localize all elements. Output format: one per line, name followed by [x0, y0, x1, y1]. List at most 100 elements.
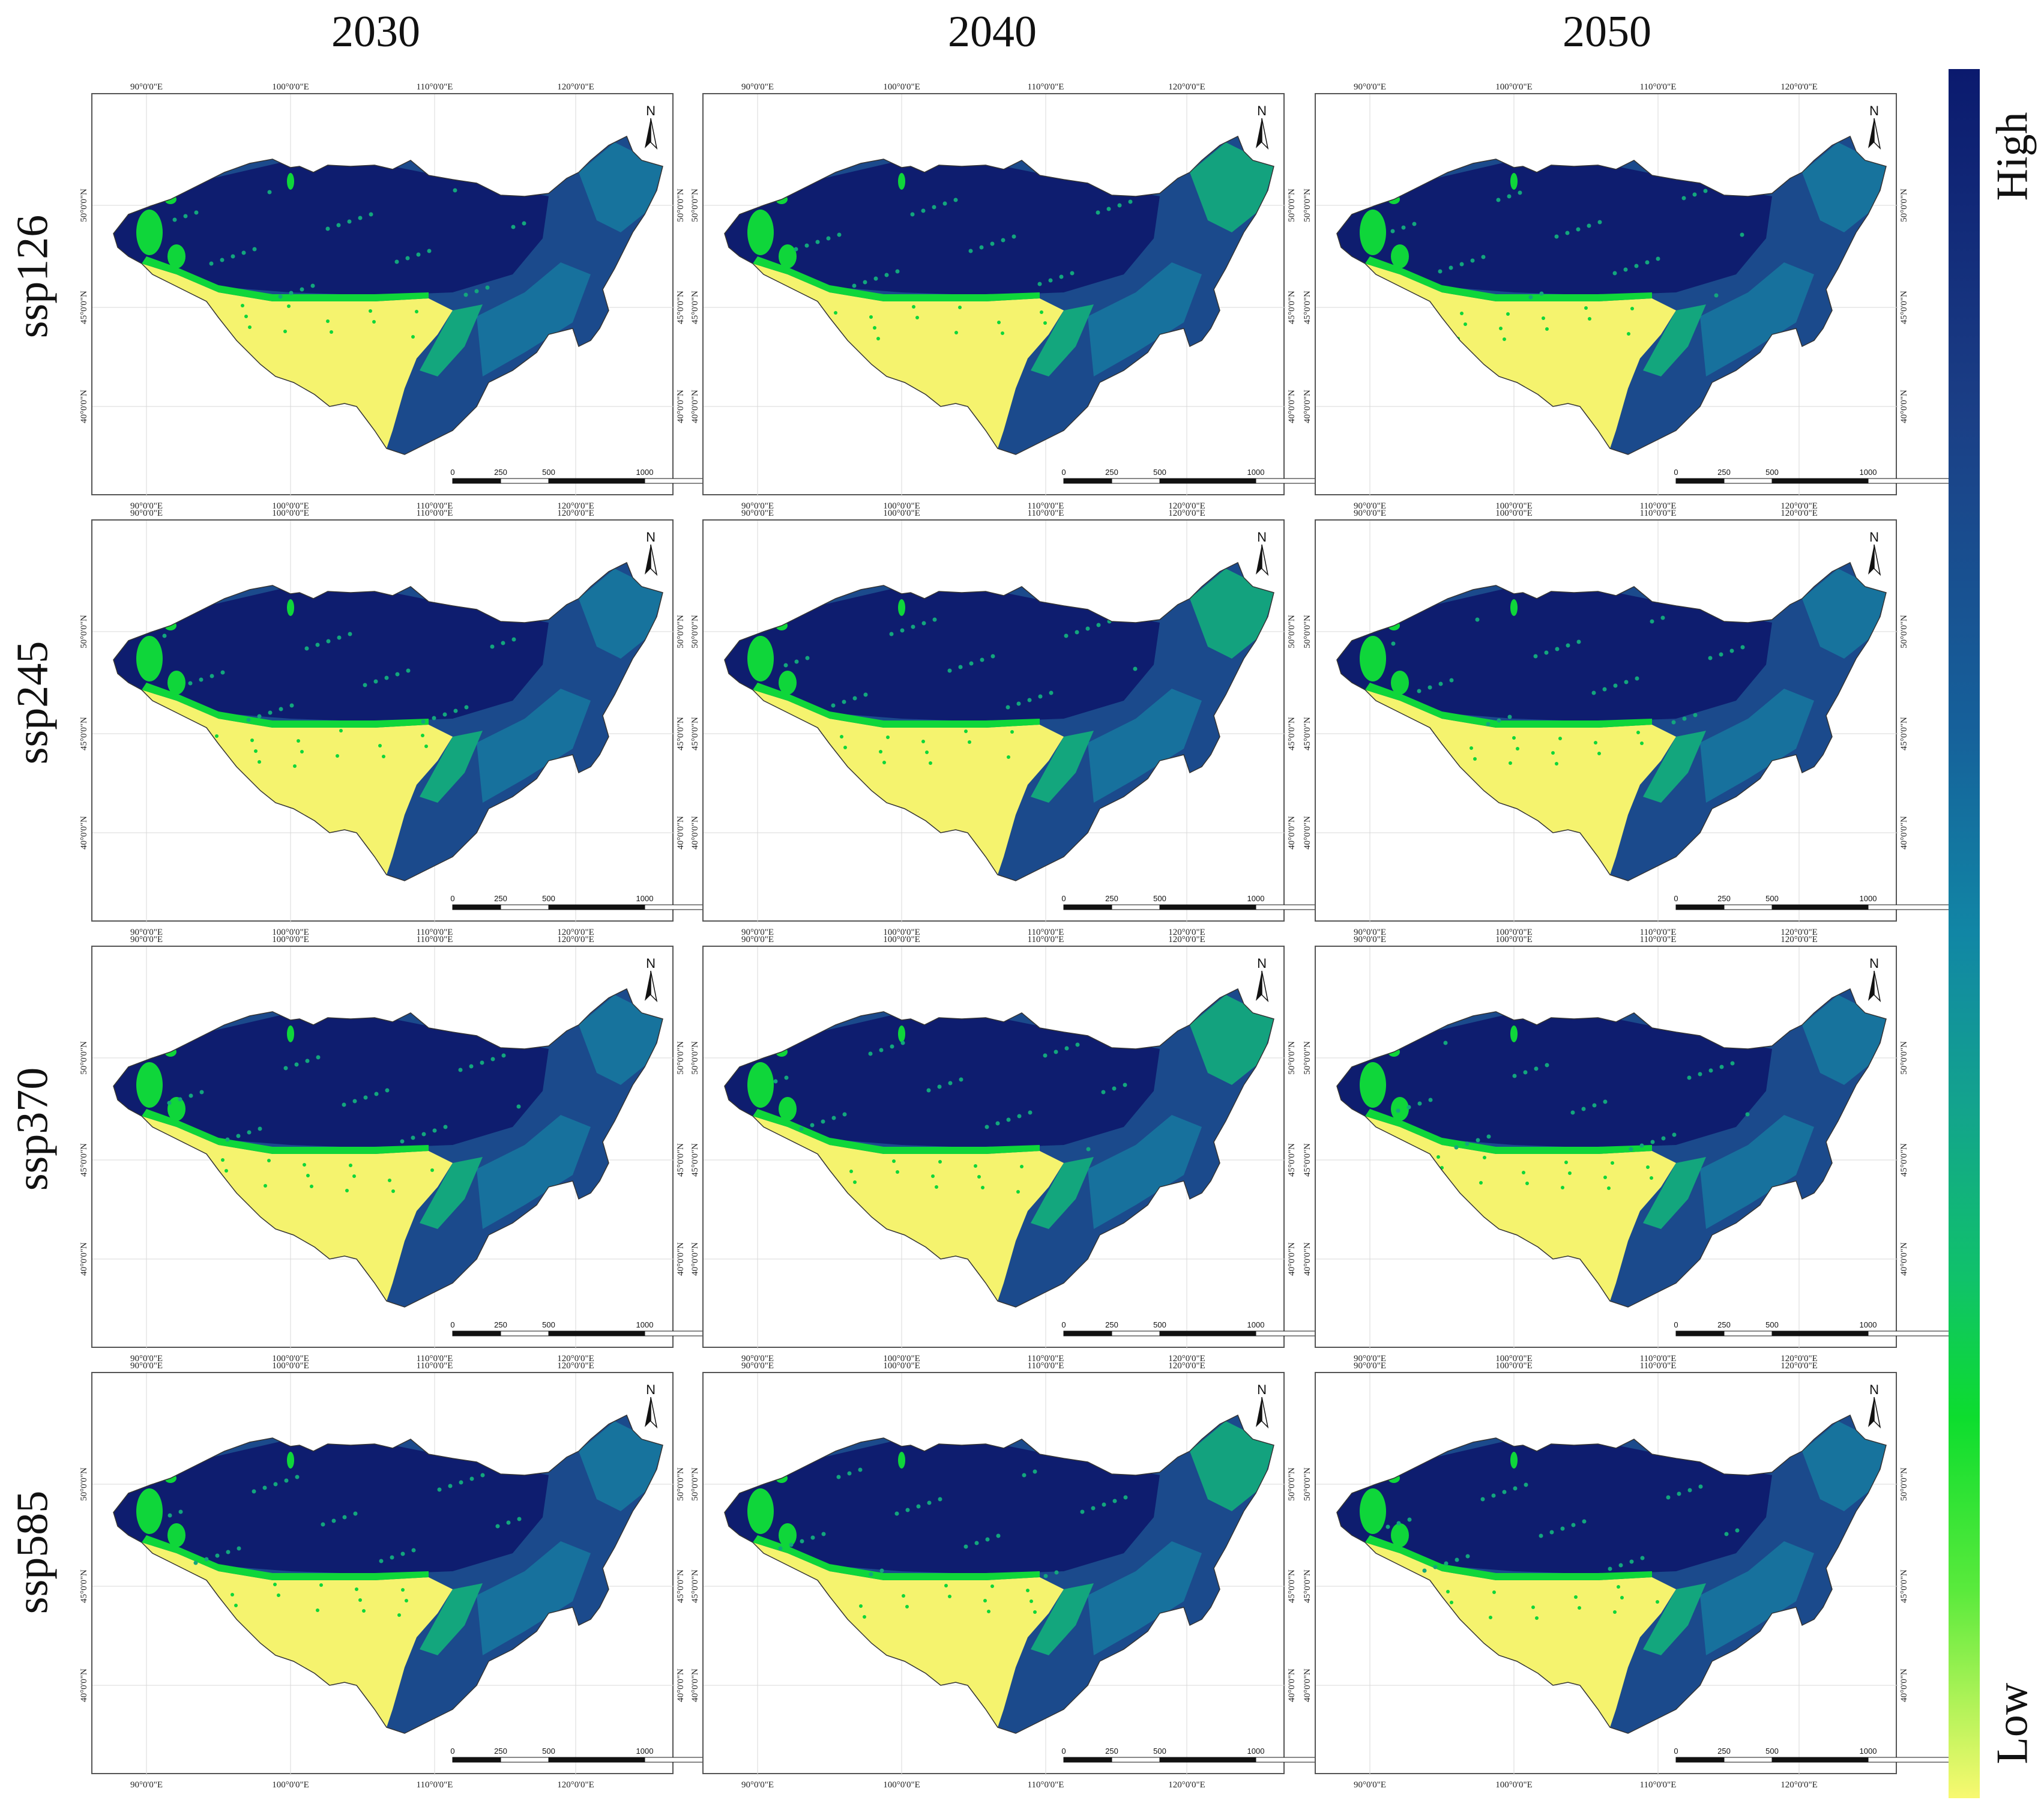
- latitude-tick-right: 45°0'0"N: [676, 1569, 686, 1603]
- scale-bar-tick: 500: [1765, 894, 1779, 903]
- scale-bar-tick: 500: [1765, 1747, 1779, 1756]
- longitude-tick-bottom: 110°0'0"E: [417, 501, 453, 511]
- region-outline: [1336, 135, 1887, 455]
- north-arrow-icon: N: [645, 530, 658, 576]
- latitude-tick-left: 40°0'0"N: [1303, 1242, 1312, 1276]
- scale-bar-tick: 250: [1717, 1747, 1731, 1756]
- longitude-tick-bottom: 90°0'0"E: [741, 501, 774, 511]
- longitude-tick-top: 90°0'0"E: [130, 509, 163, 518]
- scale-bar-tick: 0: [450, 1747, 454, 1756]
- scale-bar-tick: 500: [542, 894, 555, 903]
- latitude-tick-right: 45°0'0"N: [1287, 1143, 1297, 1177]
- latitude-tick-right: 50°0'0"N: [1287, 1467, 1297, 1501]
- longitude-tick-top: 100°0'0"E: [883, 1361, 920, 1371]
- longitude-tick-top: 90°0'0"E: [130, 935, 163, 944]
- longitude-tick-top: 100°0'0"E: [883, 935, 920, 944]
- column-header-2030: 2030: [331, 7, 420, 56]
- north-arrow-label: N: [1257, 103, 1267, 118]
- latitude-tick-right: 50°0'0"N: [1287, 1041, 1297, 1075]
- suitability-layer: [725, 136, 1274, 455]
- latitude-tick-right: 45°0'0"N: [1287, 291, 1297, 324]
- longitude-tick-top: 100°0'0"E: [883, 82, 920, 92]
- row-header-ssp585: ssp585: [8, 1490, 58, 1614]
- longitude-tick-top: 110°0'0"E: [1640, 82, 1677, 92]
- latitude-tick-right: 50°0'0"N: [1899, 189, 1909, 222]
- latitude-tick-left: 40°0'0"N: [1303, 390, 1312, 423]
- longitude-tick-top: 120°0'0"E: [1168, 1361, 1205, 1371]
- latitude-tick-left: 40°0'0"N: [79, 390, 89, 423]
- scale-bar-tick: 1000: [1247, 1320, 1265, 1329]
- north-arrow-icon: N: [1868, 103, 1881, 150]
- latitude-tick-left: 50°0'0"N: [1303, 189, 1312, 222]
- latitude-tick-right: 40°0'0"N: [676, 1669, 686, 1702]
- scale-bar-tick: 500: [1765, 1320, 1779, 1329]
- longitude-tick-top: 120°0'0"E: [1168, 935, 1205, 944]
- longitude-tick-bottom: 120°0'0"E: [1780, 501, 1818, 511]
- latitude-tick-left: 45°0'0"N: [1303, 1569, 1312, 1603]
- longitude-tick-top: 90°0'0"E: [1354, 509, 1386, 518]
- scale-bar-tick: 0: [1674, 894, 1678, 903]
- latitude-tick-left: 45°0'0"N: [690, 1143, 700, 1177]
- scale-bar-tick: 0: [1674, 1747, 1678, 1756]
- longitude-tick-bottom: 90°0'0"E: [1354, 501, 1386, 511]
- latitude-tick-right: 40°0'0"N: [676, 390, 686, 423]
- longitude-tick-bottom: 110°0'0"E: [417, 928, 453, 937]
- scale-bar-tick: 250: [1717, 1320, 1731, 1329]
- scale-bar-tick: 0: [1061, 1320, 1066, 1329]
- region-outline: [724, 988, 1274, 1308]
- longitude-tick-bottom: 110°0'0"E: [1640, 1354, 1677, 1364]
- column-header-2050: 2050: [1563, 7, 1651, 56]
- scale-bar-tick: 500: [1765, 468, 1779, 477]
- longitude-tick-top: 110°0'0"E: [1640, 935, 1677, 944]
- longitude-tick-top: 90°0'0"E: [741, 935, 774, 944]
- longitude-tick-bottom: 120°0'0"E: [557, 501, 594, 511]
- longitude-tick-bottom: 120°0'0"E: [557, 1780, 594, 1790]
- scale-bar-tick: 1000: [636, 1320, 654, 1329]
- latitude-tick-right: 40°0'0"N: [1287, 816, 1297, 850]
- scale-bar-tick: 250: [1105, 894, 1118, 903]
- scale-bar-tick: 1000: [1247, 894, 1265, 903]
- map-panel-ssp370-2040: 90°0'0"E 90°0'0"E 100°0'0"E 100°0'0"E 110°0'…: [690, 935, 1367, 1364]
- latitude-tick-right: 40°0'0"N: [1287, 1669, 1297, 1702]
- longitude-tick-top: 110°0'0"E: [1640, 1361, 1677, 1371]
- longitude-tick-top: 100°0'0"E: [272, 1361, 309, 1371]
- suitability-layer: [1337, 989, 1886, 1307]
- latitude-tick-left: 40°0'0"N: [690, 390, 700, 423]
- region-outline: [724, 561, 1274, 881]
- map-panel-ssp245-2040: 90°0'0"E 90°0'0"E 100°0'0"E 100°0'0"E 110°0'…: [690, 509, 1367, 937]
- longitude-tick-bottom: 90°0'0"E: [741, 1780, 774, 1790]
- latitude-tick-right: 40°0'0"N: [1899, 816, 1909, 850]
- scale-bar-tick: 250: [1105, 468, 1118, 477]
- latitude-tick-left: 45°0'0"N: [79, 717, 89, 750]
- scale-bar-tick: 1000: [1860, 1320, 1877, 1329]
- longitude-tick-top: 110°0'0"E: [1028, 1361, 1064, 1371]
- scale-bar-tick: 1000: [1860, 1747, 1877, 1756]
- longitude-tick-bottom: 120°0'0"E: [1168, 1354, 1205, 1364]
- scale-bar-tick: 0: [1674, 1320, 1678, 1329]
- latitude-tick-left: 45°0'0"N: [1303, 717, 1312, 750]
- longitude-tick-bottom: 100°0'0"E: [272, 928, 309, 937]
- latitude-tick-right: 40°0'0"N: [1899, 1242, 1909, 1276]
- longitude-tick-top: 90°0'0"E: [1354, 82, 1386, 92]
- scale-bar-tick: 250: [494, 894, 507, 903]
- latitude-tick-right: 40°0'0"N: [1287, 1242, 1297, 1276]
- longitude-tick-top: 120°0'0"E: [1168, 82, 1205, 92]
- longitude-tick-bottom: 100°0'0"E: [1495, 1354, 1533, 1364]
- longitude-tick-top: 120°0'0"E: [557, 82, 594, 92]
- longitude-tick-bottom: 110°0'0"E: [1640, 1780, 1677, 1790]
- longitude-tick-top: 90°0'0"E: [741, 1361, 774, 1371]
- latitude-tick-left: 45°0'0"N: [1303, 1143, 1312, 1177]
- north-arrow-icon: N: [1256, 1382, 1269, 1429]
- row-header-ssp245: ssp245: [8, 641, 58, 764]
- longitude-tick-top: 90°0'0"E: [1354, 1361, 1386, 1371]
- scale-bar: 025050010001500km: [1674, 1747, 1979, 1764]
- north-arrow-label: N: [1869, 956, 1879, 971]
- latitude-tick-left: 50°0'0"N: [79, 1041, 89, 1075]
- latitude-tick-left: 45°0'0"N: [79, 291, 89, 324]
- latitude-tick-left: 50°0'0"N: [690, 189, 700, 222]
- scale-bar-tick: 0: [1061, 894, 1066, 903]
- scale-bar-tick: 0: [1674, 468, 1678, 477]
- longitude-tick-bottom: 110°0'0"E: [1640, 501, 1677, 511]
- latitude-tick-right: 45°0'0"N: [676, 717, 686, 750]
- north-arrow-icon: N: [1256, 956, 1269, 1003]
